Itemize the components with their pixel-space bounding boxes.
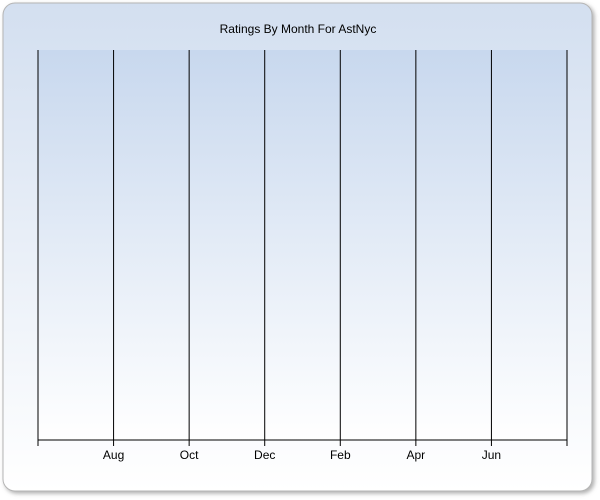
plot-area bbox=[38, 50, 567, 440]
x-tick-label: Aug bbox=[103, 448, 124, 462]
x-tick-label: Feb bbox=[330, 448, 351, 462]
x-tick-label: Apr bbox=[407, 448, 426, 462]
x-tick-label: Oct bbox=[180, 448, 199, 462]
x-tick-label: Jun bbox=[482, 448, 501, 462]
x-tick-label: Dec bbox=[254, 448, 275, 462]
chart-title: Ratings By Month For AstNyc bbox=[220, 22, 377, 36]
